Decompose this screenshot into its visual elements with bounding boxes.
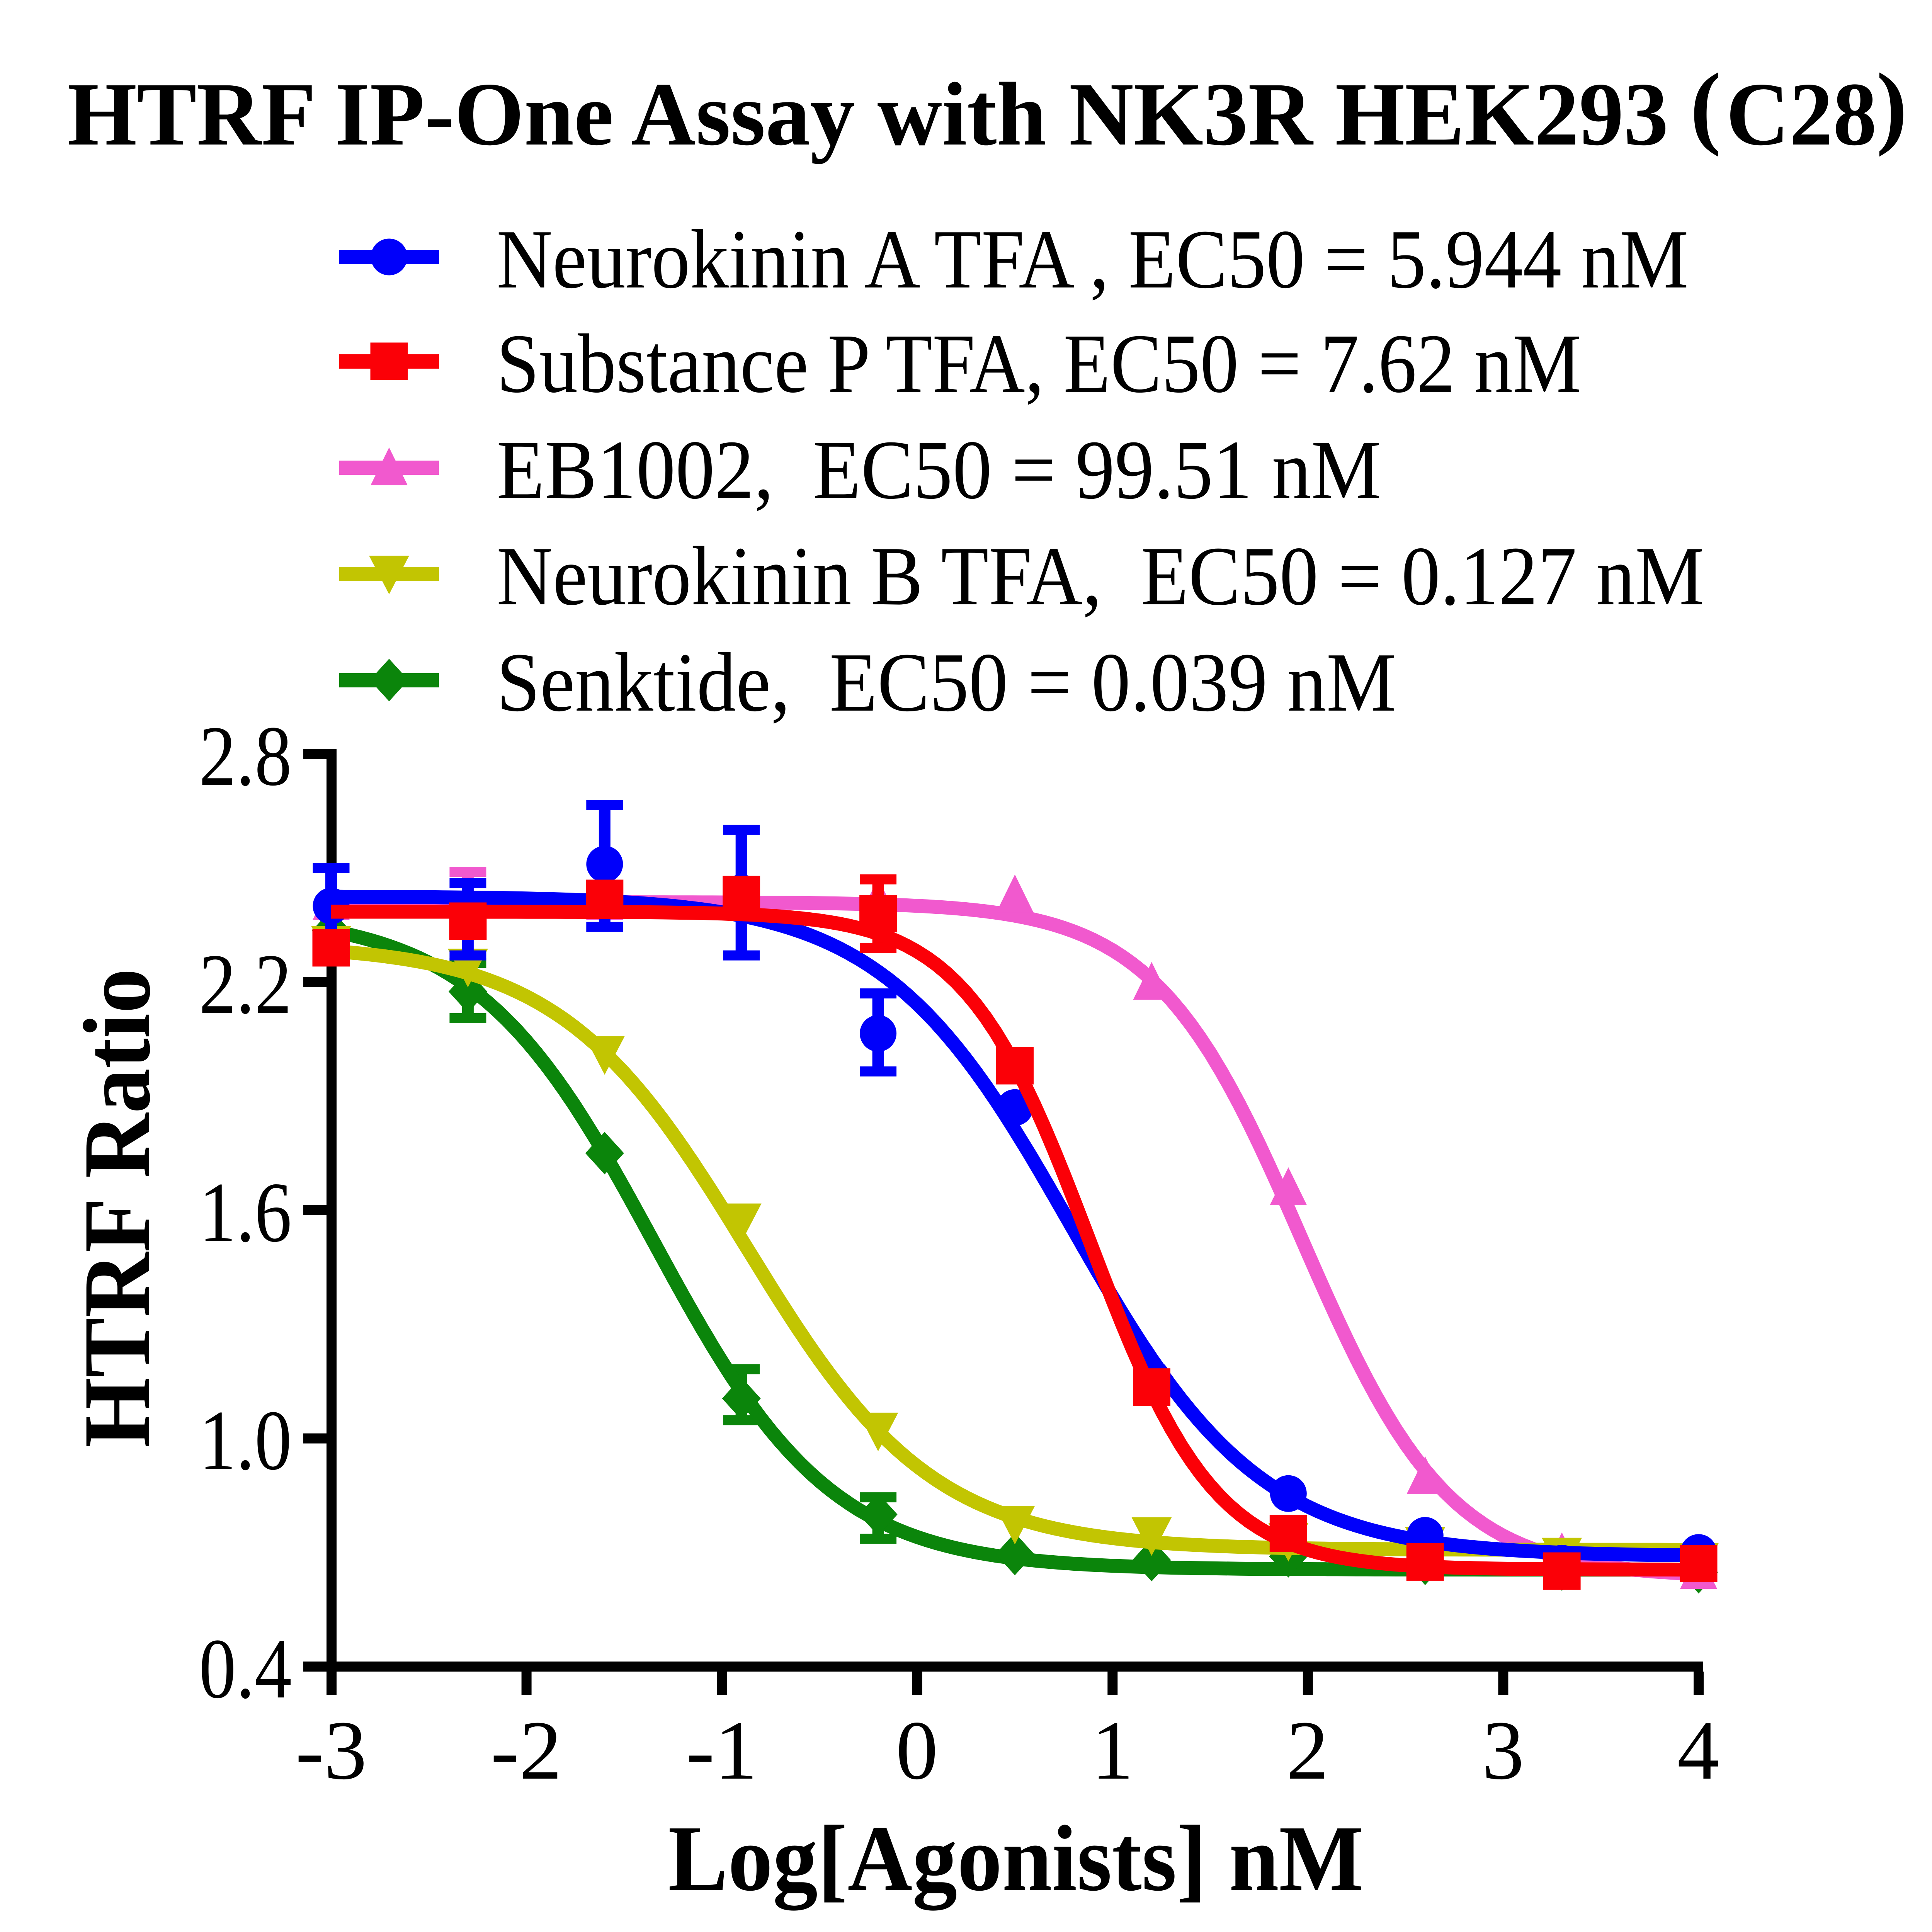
svg-text:Substance P TFA, EC50 = 7.62 n: Substance P TFA, EC50 = 7.62 nM xyxy=(497,317,1581,410)
svg-text:4: 4 xyxy=(1677,1704,1719,1797)
svg-text:1.6: 1.6 xyxy=(199,1165,292,1260)
svg-text:(: ( xyxy=(1690,54,1721,157)
svg-text:1.0: 1.0 xyxy=(199,1393,292,1488)
svg-text:1: 1 xyxy=(1092,1704,1134,1797)
svg-text:Log[Agonists] nM: Log[Agonists] nM xyxy=(668,1806,1364,1911)
svg-text:0.4: 0.4 xyxy=(199,1621,292,1716)
svg-text:-1: -1 xyxy=(686,1704,758,1797)
svg-text:Neurokinin A TFA , EC50 = 5.94: Neurokinin A TFA , EC50 = 5.944 nM xyxy=(497,213,1689,306)
svg-text:Senktide, EC50 = 0.039 nM: Senktide, EC50 = 0.039 nM xyxy=(497,636,1396,729)
svg-text:-2: -2 xyxy=(491,1704,562,1797)
svg-text:2: 2 xyxy=(1287,1704,1329,1797)
svg-text:): ) xyxy=(1876,54,1907,157)
svg-text:C28: C28 xyxy=(1726,64,1877,164)
svg-text:3: 3 xyxy=(1482,1704,1524,1797)
svg-text:-3: -3 xyxy=(296,1704,367,1797)
svg-text:HTRF IP-One Assay with NK3R HE: HTRF IP-One Assay with NK3R HEK293 xyxy=(67,64,1668,164)
svg-text:2.2: 2.2 xyxy=(199,937,292,1032)
svg-text:Neurokinin B TFA, EC50 = 0.12: Neurokinin B TFA, EC50 = 0.127 nM xyxy=(497,530,1704,623)
svg-text:0: 0 xyxy=(896,1704,938,1797)
svg-text:EB1002, EC50 = 99.51 nM: EB1002, EC50 = 99.51 nM xyxy=(497,423,1381,517)
svg-text:HTRF Ratio: HTRF Ratio xyxy=(64,968,170,1447)
svg-text:2.8: 2.8 xyxy=(199,709,292,804)
